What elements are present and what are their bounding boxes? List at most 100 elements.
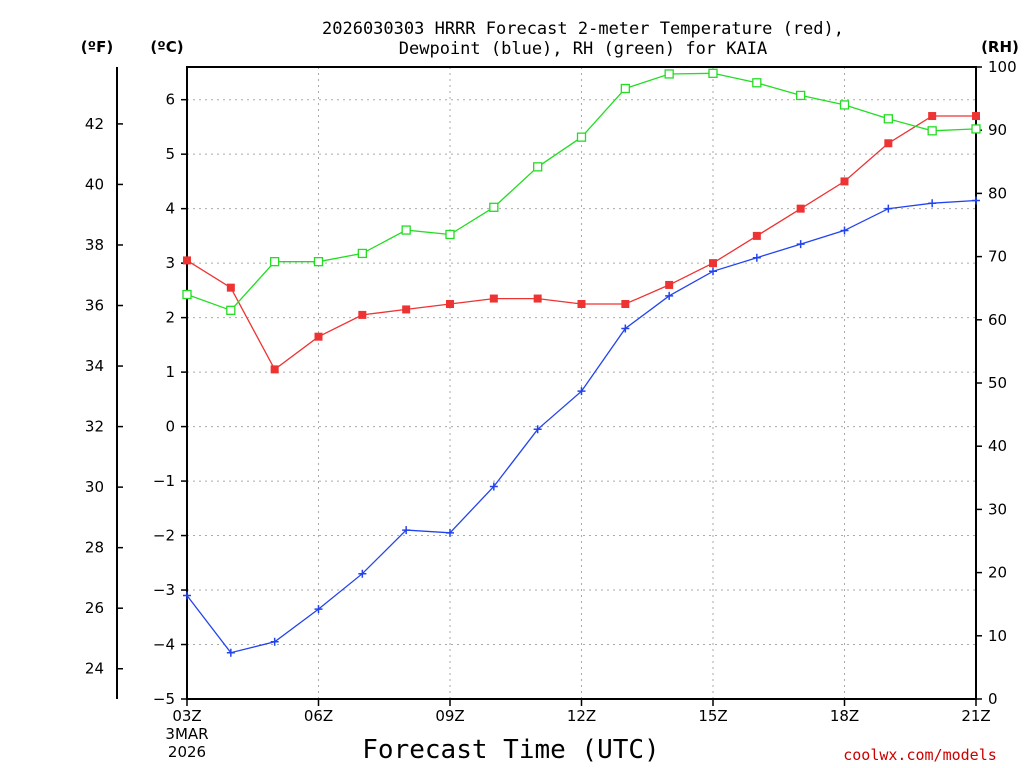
temperature-point [928, 112, 937, 121]
rh-unit-label: (RH) [981, 38, 1019, 56]
temperature-point [270, 365, 279, 374]
temperature-point [972, 112, 980, 121]
relative-humidity-point [883, 114, 893, 124]
rh-tick-label: 90 [988, 121, 1007, 139]
temperature-point [752, 231, 761, 240]
temperature-point [446, 300, 454, 308]
relative-humidity-point [664, 69, 674, 79]
rh-tick-label: 40 [988, 437, 1007, 455]
relative-humidity-point [445, 229, 455, 240]
temperature-point [709, 259, 717, 268]
relative-humidity-point [708, 68, 718, 78]
dewpoint-point [665, 291, 674, 300]
fahrenheit-tick-label: 36 [85, 297, 104, 315]
dewpoint-point [446, 528, 454, 537]
fahrenheit-unit-label: (ºF) [81, 38, 113, 56]
data-series [182, 68, 981, 657]
dewpoint-point [577, 387, 586, 396]
relative-humidity-point [752, 78, 762, 88]
celsius-tick-label: −3 [153, 581, 175, 599]
relative-humidity-point [357, 248, 367, 259]
fahrenheit-tick-label: 38 [85, 236, 104, 254]
dewpoint-point [314, 605, 323, 614]
grid-lines [187, 67, 976, 699]
chart-title-line2: Dewpoint (blue), RH (green) for KAIA [399, 39, 767, 59]
date-label-day: 3MAR [165, 725, 208, 743]
dewpoint-point [884, 204, 893, 213]
celsius-tick-label: −1 [153, 472, 175, 490]
axes [116, 66, 977, 700]
temperature-point [840, 177, 849, 186]
fahrenheit-tick-label: 30 [85, 478, 104, 496]
temperature-point [226, 283, 235, 292]
temperature-point [402, 305, 411, 314]
dewpoint-point [270, 637, 279, 646]
dewpoint-point [709, 267, 717, 276]
fahrenheit-tick-label: 26 [85, 599, 104, 617]
celsius-tick-label: 6 [165, 91, 175, 109]
relative-humidity-point [226, 305, 236, 315]
rh-tick-label: 80 [988, 184, 1007, 202]
rh-tick-label: 20 [988, 564, 1007, 582]
celsius-tick-label: 3 [165, 254, 175, 272]
celsius-tick-label: 0 [165, 418, 175, 436]
relative-humidity-point [313, 257, 324, 267]
rh-tick-label: 30 [988, 500, 1007, 518]
rh-tick-label: 60 [988, 311, 1007, 329]
chart-title-line1: 2026030303 HRRR Forecast 2-meter Tempera… [322, 19, 844, 39]
dewpoint-point [533, 425, 542, 434]
x-tick-label: 03Z [172, 707, 201, 725]
dewpoint-point [358, 569, 367, 578]
dewpoint-point [972, 196, 980, 205]
relative-humidity-point [270, 257, 280, 267]
rh-tick-label: 100 [988, 58, 1017, 76]
celsius-tick-label: 1 [165, 363, 175, 381]
temperature-point [358, 310, 367, 319]
celsius-tick-label: −2 [153, 527, 175, 545]
x-tick-label: 18Z [830, 707, 859, 725]
dewpoint-point [928, 199, 937, 208]
x-axis-title: Forecast Time (UTC) [362, 735, 659, 765]
dewpoint-point [621, 324, 630, 333]
rh-tick-label: 50 [988, 374, 1007, 392]
celsius-tick-label: 5 [165, 145, 175, 163]
dewpoint-point [183, 591, 191, 600]
relative-humidity-point [533, 162, 543, 172]
rh-tick-label: 0 [988, 690, 998, 708]
relative-humidity-point [796, 90, 806, 101]
relative-humidity-point [489, 202, 499, 212]
x-tick-label: 12Z [567, 707, 596, 725]
rh-tick-label: 70 [988, 248, 1007, 266]
date-label-year: 2026 [168, 743, 206, 761]
relative-humidity-line [186, 72, 977, 312]
temperature-point [665, 280, 674, 289]
celsius-unit-label: (ºC) [150, 38, 183, 56]
dewpoint-point [796, 240, 805, 249]
plot-frame [186, 66, 977, 700]
relative-humidity-point [839, 100, 850, 110]
relative-humidity-point [971, 124, 981, 134]
temperature-point [621, 300, 630, 308]
temperature-point [183, 256, 191, 265]
temperature-point [796, 204, 805, 213]
dewpoint-point [752, 253, 761, 262]
temperature-point [489, 294, 498, 303]
temperature-point [577, 300, 586, 308]
temperature-point [533, 294, 542, 303]
dewpoint-point [489, 482, 498, 491]
dewpoint-point [402, 526, 411, 535]
relative-humidity-point [927, 126, 937, 136]
celsius-tick-label: −4 [153, 636, 175, 654]
temperature-point [314, 332, 323, 341]
rh-tick-label: 10 [988, 627, 1007, 645]
fahrenheit-tick-label: 28 [85, 539, 104, 557]
relative-humidity-point [620, 83, 630, 94]
dewpoint-point [840, 226, 849, 235]
relative-humidity-point [182, 289, 192, 300]
x-tick-label: 06Z [304, 707, 333, 725]
celsius-tick-label: 4 [165, 200, 175, 218]
fahrenheit-tick-label: 42 [85, 115, 104, 133]
ticks: −5−4−3−2−1012345624262830323436384042010… [85, 58, 1017, 725]
fahrenheit-tick-label: 24 [85, 660, 104, 678]
